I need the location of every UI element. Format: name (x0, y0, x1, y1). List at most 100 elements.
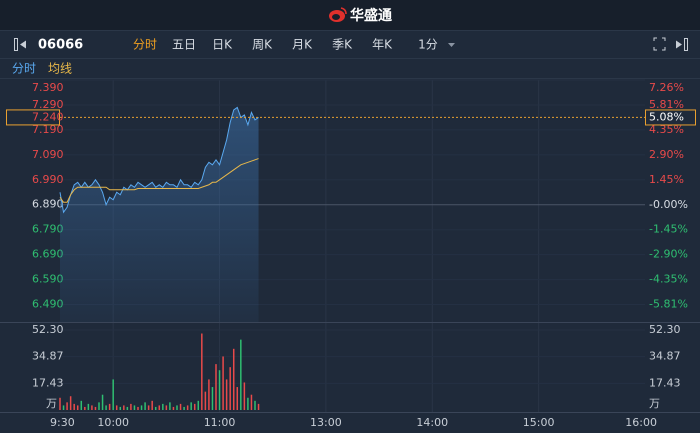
volume-bar (165, 405, 168, 410)
volume-bar (76, 405, 79, 410)
y-tick-label: 6.690 (32, 248, 64, 261)
volume-bar (229, 367, 231, 410)
x-tick-label: 15:00 (523, 416, 555, 429)
y-tick-label: 6.490 (32, 298, 64, 311)
legend-entry[interactable]: 均线 (48, 62, 72, 76)
y2-tick-label: -5.81% (649, 298, 688, 311)
y2-tick-label: 1.45% (649, 173, 684, 186)
y-tick-label: 34.87 (32, 350, 64, 363)
volume-bar (151, 400, 153, 410)
sidebar-toggle[interactable] (14, 38, 27, 51)
volume-bar (144, 402, 146, 410)
y2-tick-label: 4.35% (649, 123, 684, 136)
volume-bar (147, 405, 150, 410)
volume-bar (80, 400, 83, 410)
tab[interactable]: 季K (332, 38, 353, 52)
tab[interactable]: 年K (372, 38, 393, 52)
last-change-box (645, 109, 696, 126)
volume-bar (158, 405, 161, 410)
symbol: 06066 (38, 38, 83, 53)
volume-bar (133, 405, 136, 410)
volume-bar (254, 400, 256, 410)
volume-bar (137, 406, 139, 410)
volume-bar (183, 406, 185, 410)
x-tick-label: 9:30 (50, 416, 75, 429)
y2-tick-label: 52.30 (649, 323, 681, 336)
last-price-box (6, 109, 60, 126)
tab[interactable]: 日K (212, 38, 233, 52)
fullscreen-icon[interactable] (653, 37, 666, 51)
y-tick-label: 52.30 (32, 323, 64, 336)
volume-bar (201, 333, 203, 410)
volume-bar (179, 403, 182, 410)
y2-tick-label: -4.35% (649, 273, 688, 286)
tab[interactable]: 月K (292, 38, 313, 52)
x-tick-label: 13:00 (310, 416, 342, 429)
x-tick-label: 16:00 (625, 416, 657, 429)
last-change-label: 5.08% (649, 110, 684, 123)
volume-bar (105, 405, 107, 410)
volume-bar (222, 356, 224, 410)
volume-bar (162, 403, 164, 410)
y-tick-label: 7.190 (32, 123, 64, 136)
volume-bar (73, 403, 75, 410)
x-tick-label: 11:00 (204, 416, 236, 429)
volume-bar (236, 387, 239, 410)
volume-bar (84, 406, 86, 410)
volume-bar (176, 405, 178, 410)
volume-bar (211, 387, 214, 410)
volume-bar (112, 379, 114, 410)
logo: 华盛通 (350, 7, 392, 24)
y-unit: 万 (46, 397, 57, 410)
chart: 9:30 10:00 11:00 13:00 14:00 15:00 16:00 7.390 7… (0, 79, 700, 429)
volume-bar (257, 403, 260, 410)
volume-bar (218, 370, 221, 410)
y2-tick-label: -1.45% (649, 223, 688, 236)
volume-bar (193, 403, 196, 410)
y-tick-label: 7.290 (32, 98, 64, 111)
volume-bar (204, 391, 207, 410)
x-tick-label: 14:00 (416, 416, 448, 429)
y-tick-label: 6.790 (32, 223, 64, 236)
volume-bar (66, 402, 68, 410)
volume-bar (69, 396, 72, 410)
tab[interactable]: 五日 (172, 38, 196, 52)
volume-bar (101, 394, 104, 410)
volume-bar (232, 348, 235, 410)
y2-tick-label: -0.00% (649, 198, 688, 211)
volume-bar (130, 403, 132, 410)
logo-icon (329, 7, 347, 22)
y-tick-label: 6.990 (32, 173, 64, 186)
volume-bar (140, 405, 143, 410)
volume-bar (123, 405, 125, 410)
tab[interactable]: 1分 (418, 38, 438, 52)
tab[interactable]: 周K (252, 38, 273, 52)
y2-tick-label: 5.81% (649, 98, 684, 111)
volume-bar (186, 405, 189, 410)
top-bar (0, 0, 700, 30)
volume-bar (62, 405, 65, 410)
panel-toggle[interactable] (676, 38, 688, 51)
volume-bar (91, 405, 93, 410)
volume-bar (172, 406, 175, 410)
y2-tick-label: 17.43 (649, 376, 681, 389)
volume-bar (94, 406, 97, 410)
tabs: 分时 五日 日K 周K 月K 季K 年K 1分 (133, 38, 438, 52)
volume-bar (169, 402, 171, 410)
volume-bar (87, 403, 90, 410)
dropdown-arrow[interactable] (448, 43, 455, 47)
volume-bar (190, 402, 192, 410)
volume-bar (247, 397, 249, 410)
y2-tick-label: 2.90% (649, 148, 684, 161)
volume-bar (243, 382, 246, 410)
y-unit: 万 (649, 397, 660, 410)
y-tick-label: 7.090 (32, 148, 64, 161)
volume-bar (240, 339, 242, 410)
volume-bar (108, 403, 111, 410)
volume-bar (98, 402, 100, 410)
last-price-label: 7.240 (32, 110, 64, 123)
tab[interactable]: 分时 (133, 38, 157, 52)
y2-tick-label: 34.87 (649, 350, 681, 363)
legend-entry[interactable]: 分时 (12, 62, 36, 76)
